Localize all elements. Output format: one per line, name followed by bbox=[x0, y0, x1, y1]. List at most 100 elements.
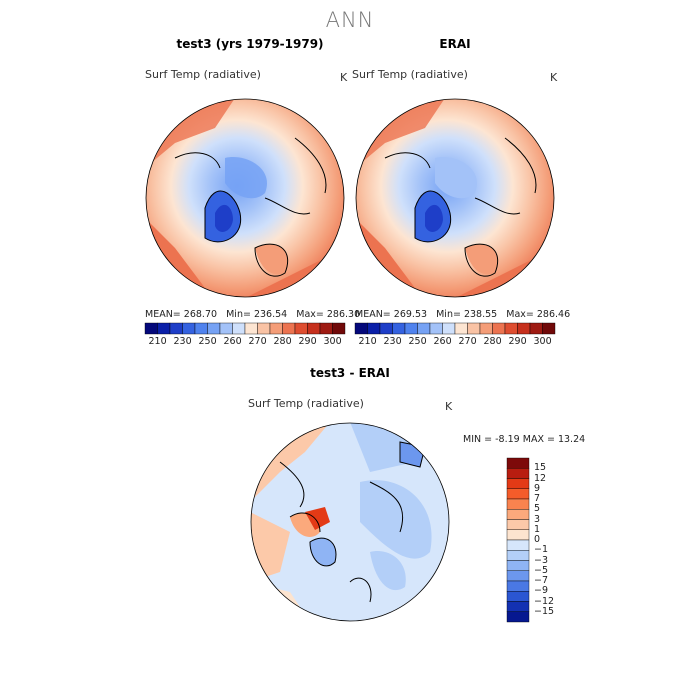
variable-label-erai: Surf Temp (radiative) bbox=[352, 68, 468, 81]
colorbar-swatch bbox=[379, 322, 393, 335]
colorbar-ticks-erai: 210 230 250 260 270 280 290 300 bbox=[355, 336, 555, 348]
colorbar-swatch bbox=[232, 322, 246, 335]
colorbar-swatch bbox=[354, 322, 368, 335]
colorbar-swatch bbox=[442, 322, 456, 335]
colorbar-swatch bbox=[157, 322, 171, 335]
colorbar-swatch bbox=[517, 322, 531, 335]
colorbar-tick-label: 1 bbox=[534, 523, 541, 535]
colorbar-tick-label: −5 bbox=[534, 564, 549, 576]
colorbar-swatch bbox=[332, 322, 346, 335]
colorbar-swatch bbox=[294, 322, 308, 335]
colorbar-tick-label: −9 bbox=[534, 585, 549, 597]
colorbar-tick-label: 280 bbox=[273, 336, 292, 347]
colorbar-swatch bbox=[417, 322, 431, 335]
colorbar-tick-label: −3 bbox=[534, 554, 549, 566]
colorbar-tick-label: −1 bbox=[534, 544, 549, 556]
colorbar-tick-label: 5 bbox=[534, 503, 541, 515]
colorbar-swatch bbox=[506, 519, 530, 530]
colorbar-swatch bbox=[454, 322, 468, 335]
colorbar-tick-label: −12 bbox=[534, 595, 555, 607]
colorbar-erai bbox=[354, 322, 556, 335]
colorbar-swatch bbox=[506, 468, 530, 479]
colorbar-swatch bbox=[404, 322, 418, 335]
colorbar-tick-label: 270 bbox=[458, 336, 477, 347]
colorbar-swatch bbox=[506, 498, 530, 510]
colorbar-tick-label: 300 bbox=[323, 336, 342, 347]
colorbar-swatch bbox=[319, 322, 333, 335]
colorbar-swatch bbox=[506, 570, 530, 582]
colorbar-test bbox=[144, 322, 346, 335]
colorbar-swatch bbox=[542, 322, 556, 335]
colorbar-tick-label: 280 bbox=[483, 336, 502, 347]
colorbar-swatch bbox=[506, 580, 530, 592]
colorbar-swatch bbox=[506, 488, 530, 500]
colorbar-tick-label: 270 bbox=[248, 336, 267, 347]
polar-map-erai bbox=[355, 98, 555, 298]
colorbar-swatch bbox=[429, 322, 443, 335]
diff-min-max: MIN = -8.19 MAX = 13.24 bbox=[463, 434, 585, 445]
figure-title: ANN bbox=[325, 8, 375, 32]
diff-min-label: MIN = bbox=[463, 434, 493, 445]
colorbar-tick-label: 0 bbox=[534, 534, 541, 545]
polar-map-diff bbox=[250, 422, 450, 622]
colorbar-tick-label: −7 bbox=[534, 575, 549, 586]
colorbar-tick-label: 260 bbox=[433, 336, 452, 347]
min-value-test: 236.54 bbox=[253, 309, 288, 320]
colorbar-swatch bbox=[282, 322, 296, 335]
colorbar-swatch bbox=[467, 322, 481, 335]
colorbar-swatch bbox=[506, 509, 530, 520]
colorbar-tick-label: 15 bbox=[534, 462, 547, 474]
stats-test: MEAN= 268.70 Min= 236.54 Max= 286.30 bbox=[145, 309, 361, 320]
colorbar-tick-label: 7 bbox=[534, 493, 541, 504]
panel-title-diff: test3 - ERAI bbox=[310, 366, 390, 380]
max-value-test: 286.30 bbox=[326, 309, 361, 320]
colorbar-ticks-diff: 15 12 9 7 5 3 1 0 −1 −3 −5 −7 −9 −12 −15 bbox=[534, 458, 574, 622]
panel-title-erai: ERAI bbox=[439, 37, 471, 51]
colorbar-ticks-test: 210 230 250 260 270 280 290 300 bbox=[145, 336, 345, 348]
colorbar-swatch bbox=[207, 322, 221, 335]
diff-max-value: 13.24 bbox=[557, 434, 586, 445]
colorbar-swatch bbox=[182, 322, 196, 335]
polar-map-test bbox=[145, 98, 345, 298]
colorbar-tick-label: 9 bbox=[534, 482, 541, 494]
unit-label-diff: K bbox=[445, 400, 453, 413]
colorbar-tick-label: 300 bbox=[533, 336, 552, 347]
colorbar-tick-label: 290 bbox=[508, 336, 527, 347]
colorbar-tick-label: 210 bbox=[148, 336, 167, 347]
colorbar-tick-label: 3 bbox=[534, 513, 541, 525]
colorbar-swatch bbox=[479, 322, 493, 335]
colorbar-swatch bbox=[194, 322, 208, 335]
unit-label-test: K bbox=[340, 71, 348, 84]
stats-erai: MEAN= 269.53 Min= 238.55 Max= 286.46 bbox=[355, 309, 571, 320]
colorbar-swatch bbox=[506, 550, 530, 561]
colorbar-swatch bbox=[506, 457, 530, 469]
colorbar-tick-label: 230 bbox=[173, 336, 192, 347]
variable-label-test: Surf Temp (radiative) bbox=[145, 68, 261, 81]
colorbar-swatch bbox=[506, 539, 530, 551]
colorbar-swatch bbox=[506, 591, 530, 602]
colorbar-swatch bbox=[269, 322, 283, 335]
mean-value-erai: 269.53 bbox=[393, 309, 428, 320]
colorbar-tick-label: 210 bbox=[358, 336, 377, 347]
colorbar-tick-label: 250 bbox=[198, 336, 217, 347]
unit-label-erai: K bbox=[550, 71, 558, 84]
colorbar-swatch bbox=[144, 322, 158, 335]
colorbar-swatch bbox=[492, 322, 506, 335]
colorbar-swatch bbox=[169, 322, 183, 335]
colorbar-swatch bbox=[367, 322, 381, 335]
colorbar-swatch bbox=[506, 611, 530, 623]
min-value-erai: 238.55 bbox=[463, 309, 498, 320]
diff-min-value: -8.19 bbox=[495, 434, 520, 445]
colorbar-tick-label: 12 bbox=[534, 472, 547, 484]
colorbar-tick-label: 290 bbox=[298, 336, 317, 347]
colorbar-swatch bbox=[506, 601, 530, 612]
max-value-erai: 286.46 bbox=[536, 309, 571, 320]
colorbar-swatch bbox=[529, 322, 543, 335]
colorbar-tick-label: −15 bbox=[534, 605, 555, 617]
colorbar-swatch bbox=[244, 322, 258, 335]
colorbar-swatch bbox=[506, 560, 530, 571]
colorbar-swatch bbox=[307, 322, 321, 335]
colorbar-swatch bbox=[506, 478, 530, 489]
colorbar-swatch bbox=[506, 529, 530, 541]
colorbar-swatch bbox=[219, 322, 233, 335]
